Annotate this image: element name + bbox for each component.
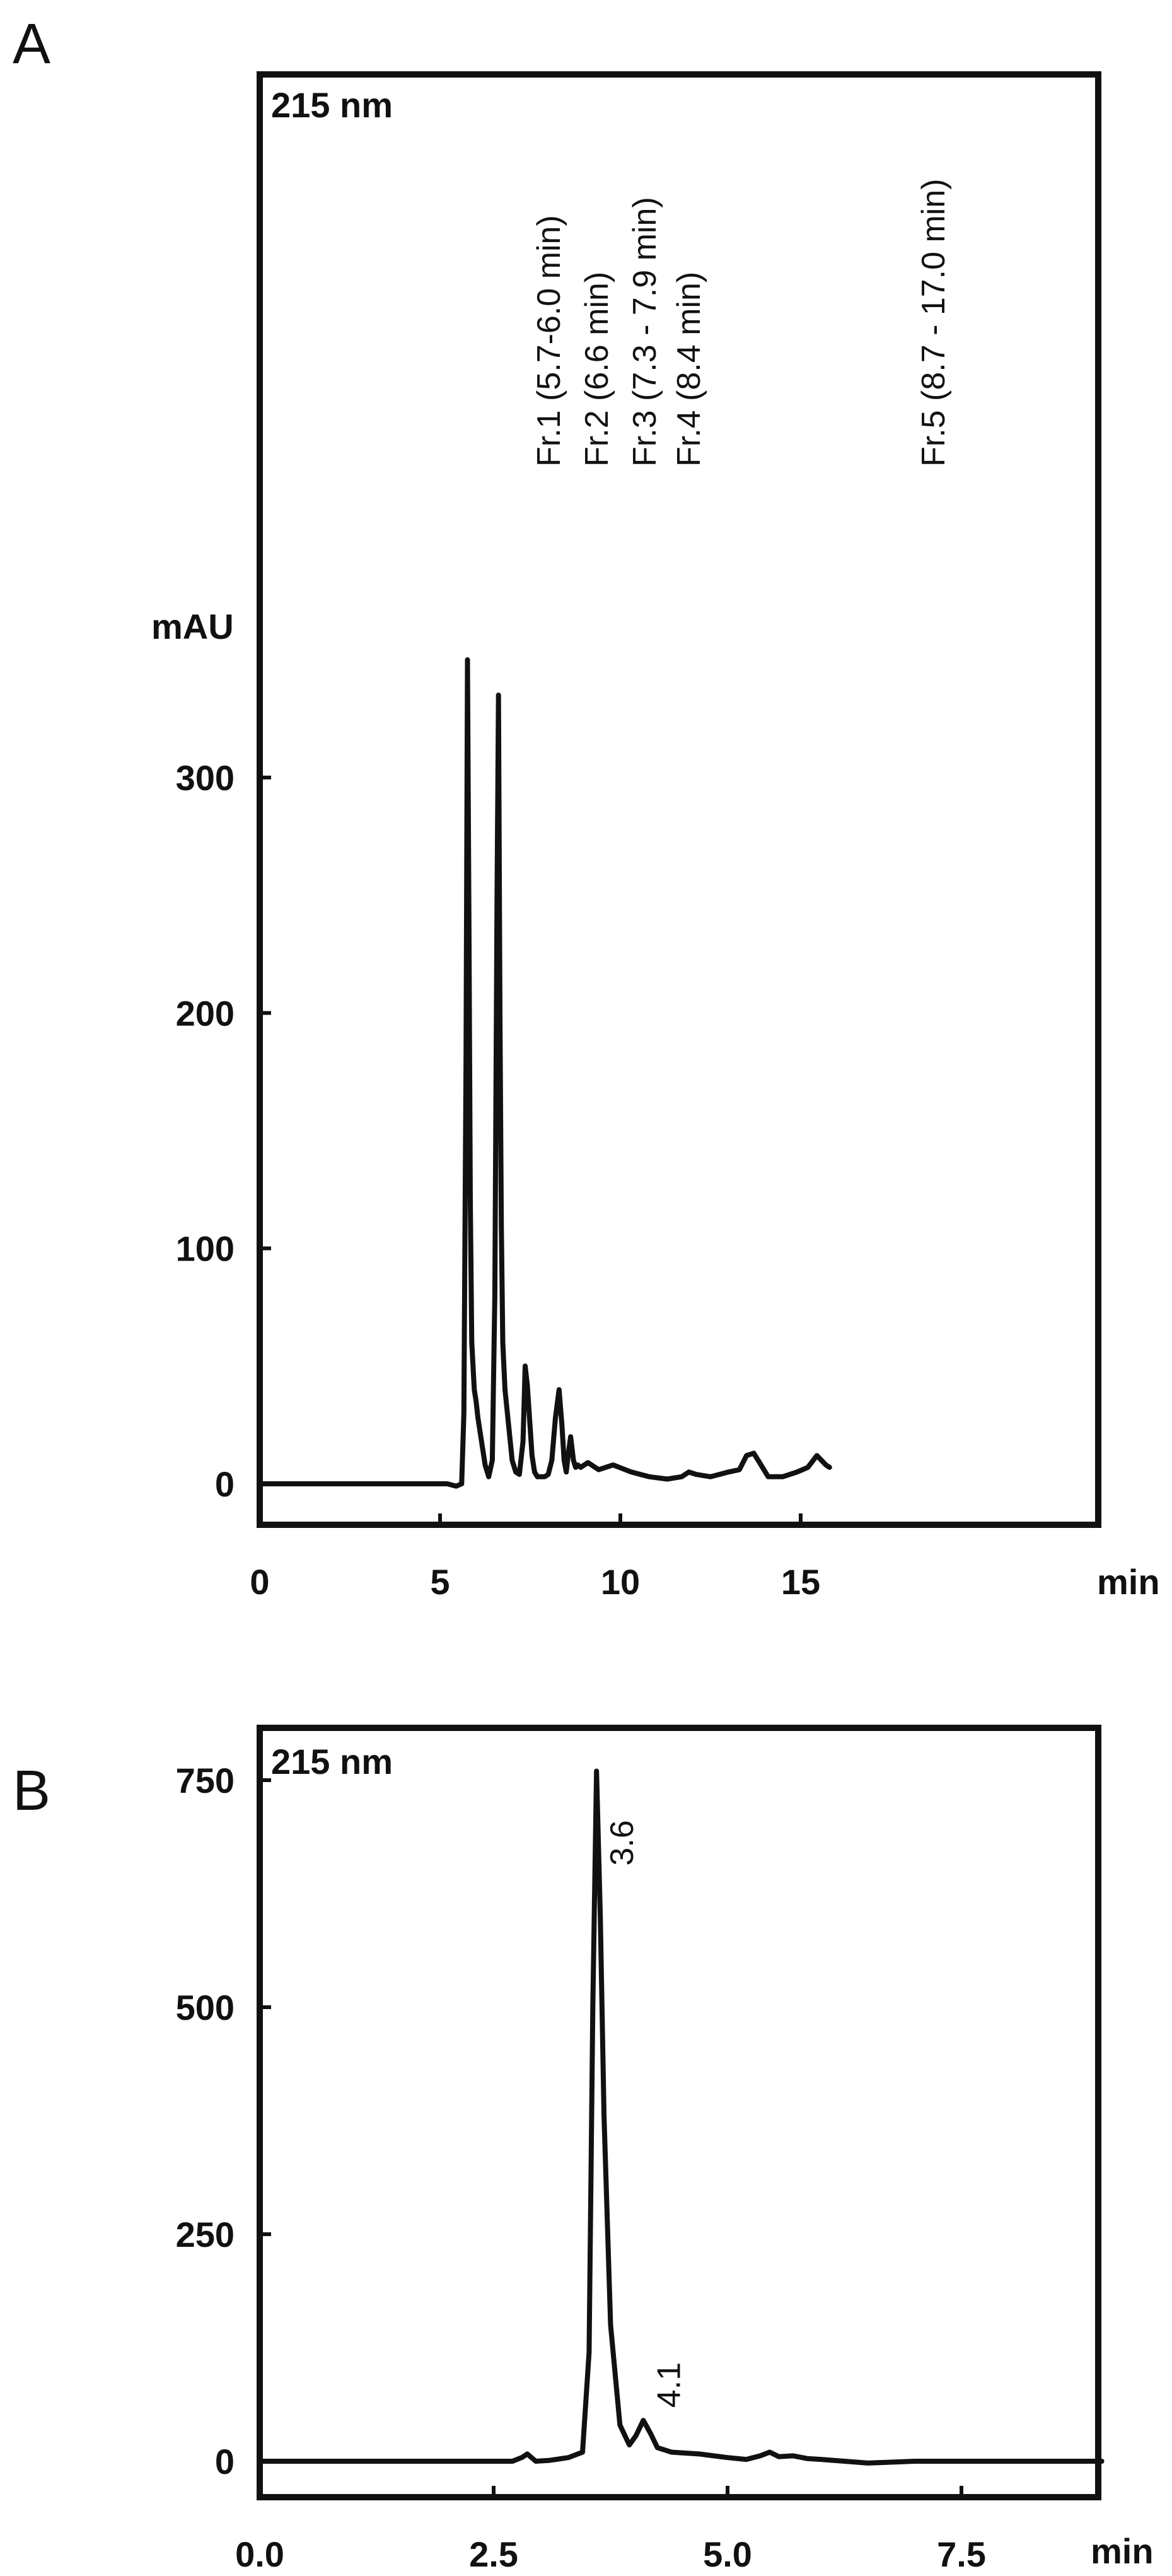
panel-a-ticks: 0 5 10 15 0 100 200 300 bbox=[176, 758, 821, 1602]
y-tick-label: 750 bbox=[176, 1761, 235, 1800]
x-tick-label: 0 bbox=[250, 1562, 269, 1602]
fraction-label: Fr.4 (8.4 min) bbox=[671, 272, 707, 467]
x-tick-label: 0.0 bbox=[235, 2534, 284, 2574]
y-tick-label: 200 bbox=[176, 993, 235, 1033]
panel-b: B 215 nm min 0.0 2.5 5.0 7.5 0 250 500 750 3.6 4… bbox=[13, 1725, 1154, 2574]
y-tick-label: 0 bbox=[215, 2442, 235, 2481]
panel-a-x-axis-unit: min bbox=[1097, 1562, 1160, 1602]
panel-a-fraction-labels: Fr.1 (5.7-6.0 min) Fr.2 (6.6 min) Fr.3 (7.… bbox=[531, 178, 952, 467]
panel-b-plot-frame bbox=[257, 1725, 1101, 2500]
y-tick-label: 300 bbox=[176, 758, 235, 798]
fraction-label: Fr.3 (7.3 - 7.9 min) bbox=[627, 197, 663, 467]
panel-b-x-axis-unit: min bbox=[1091, 2531, 1154, 2571]
panel-b-letter: B bbox=[13, 1759, 50, 1822]
panel-b-ticks: 0.0 2.5 5.0 7.5 0 250 500 750 bbox=[176, 1761, 986, 2574]
y-tick-label: 100 bbox=[176, 1229, 235, 1269]
x-tick-label: 5 bbox=[430, 1562, 450, 1602]
panel-a-plot-frame bbox=[257, 71, 1101, 1528]
panel-a: A 215 nm mAU min 0 5 10 15 0 100 200 300 Fr.1 (… bbox=[13, 13, 1160, 1602]
y-tick-label: 0 bbox=[215, 1464, 235, 1504]
panel-a-chromatogram-trace bbox=[257, 657, 832, 1489]
panel-a-y-axis-unit: mAU bbox=[151, 607, 234, 646]
panel-b-peak-labels: 3.6 4.1 bbox=[604, 1820, 687, 2408]
fraction-label: Fr.2 (6.6 min) bbox=[579, 272, 615, 467]
x-tick-label: 10 bbox=[601, 1562, 640, 1602]
x-tick-label: 2.5 bbox=[469, 2534, 518, 2574]
peak-retention-label: 3.6 bbox=[604, 1820, 641, 1865]
x-tick-label: 15 bbox=[781, 1562, 820, 1602]
x-tick-label: 5.0 bbox=[703, 2534, 752, 2574]
panel-a-wavelength-label: 215 nm bbox=[271, 85, 393, 125]
panel-b-chromatogram-trace bbox=[257, 1768, 1105, 2466]
y-tick-label: 500 bbox=[176, 1988, 235, 2027]
panel-a-letter: A bbox=[13, 13, 50, 76]
x-tick-label: 7.5 bbox=[937, 2534, 986, 2574]
y-tick-label: 250 bbox=[176, 2215, 235, 2254]
peak-retention-label: 4.1 bbox=[651, 2362, 687, 2408]
fraction-label: Fr.1 (5.7-6.0 min) bbox=[531, 215, 567, 467]
fraction-label: Fr.5 (8.7 - 17.0 min) bbox=[915, 178, 952, 467]
panel-b-wavelength-label: 215 nm bbox=[271, 1742, 393, 1781]
